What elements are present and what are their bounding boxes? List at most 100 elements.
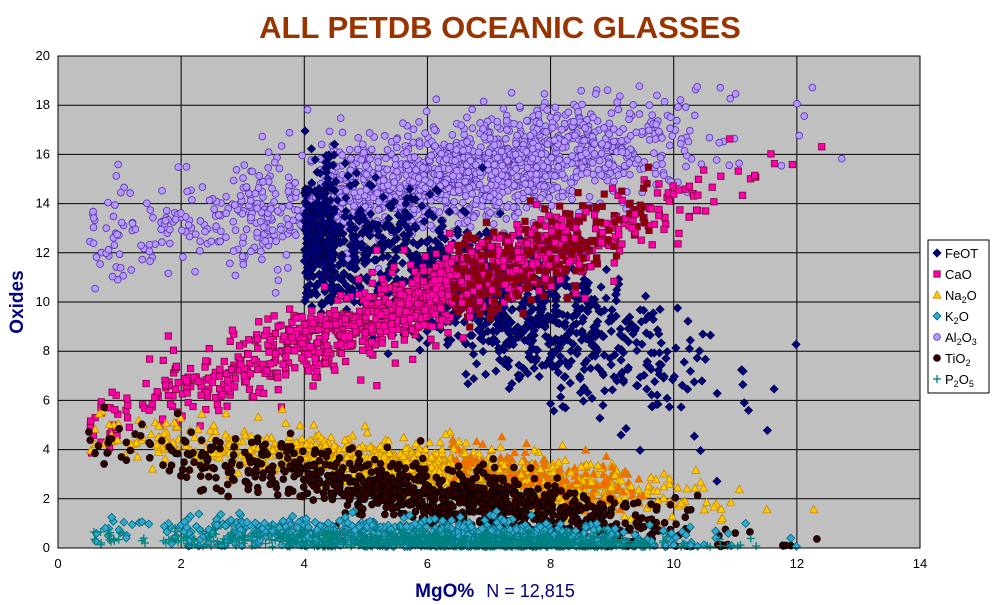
data-point bbox=[578, 202, 587, 210]
data-point bbox=[504, 244, 512, 253]
data-point bbox=[270, 312, 278, 320]
data-point bbox=[145, 240, 154, 249]
data-point bbox=[354, 134, 363, 142]
data-point bbox=[751, 171, 759, 179]
data-point bbox=[674, 240, 682, 248]
data-point bbox=[104, 246, 113, 254]
data-point bbox=[391, 340, 399, 349]
data-point bbox=[454, 308, 462, 316]
data-point bbox=[337, 349, 346, 357]
data-point bbox=[674, 103, 682, 111]
data-point bbox=[368, 279, 376, 287]
data-point bbox=[512, 139, 520, 148]
data-point bbox=[577, 237, 585, 246]
data-point bbox=[583, 169, 591, 177]
data-point bbox=[260, 223, 268, 231]
data-point bbox=[352, 328, 360, 336]
data-point bbox=[298, 313, 306, 321]
data-point bbox=[385, 299, 393, 307]
data-point bbox=[734, 167, 742, 175]
data-point bbox=[540, 90, 549, 98]
data-point bbox=[254, 344, 262, 352]
data-point bbox=[421, 184, 429, 192]
data-point bbox=[478, 202, 486, 210]
data-point bbox=[523, 164, 532, 172]
data-point bbox=[502, 135, 510, 143]
data-point bbox=[246, 196, 255, 205]
data-point bbox=[266, 335, 274, 344]
data-point bbox=[402, 148, 411, 156]
data-point bbox=[590, 139, 599, 148]
data-point bbox=[610, 242, 618, 250]
data-point bbox=[298, 151, 306, 160]
data-point bbox=[565, 259, 573, 267]
data-point bbox=[653, 91, 661, 100]
data-point bbox=[510, 119, 518, 128]
data-point bbox=[274, 374, 282, 382]
data-point bbox=[432, 285, 440, 293]
data-point bbox=[205, 196, 214, 205]
data-point bbox=[217, 227, 225, 236]
data-point bbox=[125, 423, 133, 431]
data-point bbox=[550, 136, 559, 145]
data-point bbox=[534, 110, 543, 119]
data-point bbox=[666, 113, 675, 122]
data-point bbox=[637, 236, 645, 244]
data-point bbox=[488, 286, 496, 294]
data-point bbox=[575, 244, 583, 252]
data-point bbox=[603, 86, 612, 94]
data-point bbox=[345, 145, 354, 154]
data-point bbox=[314, 325, 322, 334]
data-point bbox=[626, 170, 634, 179]
data-point bbox=[96, 260, 104, 268]
data-point bbox=[374, 299, 382, 307]
data-point bbox=[409, 138, 417, 147]
data-point bbox=[277, 142, 286, 150]
data-point bbox=[499, 104, 508, 113]
data-point bbox=[337, 340, 345, 349]
data-point bbox=[521, 217, 529, 225]
data-point bbox=[494, 303, 502, 311]
data-point bbox=[445, 229, 454, 238]
data-point bbox=[231, 375, 240, 383]
data-point bbox=[466, 223, 475, 231]
data-point bbox=[514, 247, 522, 256]
data-point bbox=[595, 156, 604, 165]
data-point bbox=[272, 350, 280, 358]
data-point bbox=[521, 225, 530, 234]
data-point bbox=[166, 239, 174, 248]
data-point bbox=[228, 326, 236, 334]
data-point bbox=[539, 246, 547, 254]
data-point bbox=[454, 241, 462, 249]
data-point bbox=[457, 278, 465, 286]
data-point bbox=[254, 335, 262, 343]
data-point bbox=[164, 269, 173, 278]
data-point bbox=[548, 123, 557, 132]
data-point bbox=[593, 254, 601, 262]
data-point bbox=[117, 188, 125, 197]
data-point bbox=[515, 254, 523, 263]
data-point bbox=[615, 128, 624, 137]
data-point bbox=[495, 198, 504, 207]
data-point bbox=[380, 322, 388, 330]
data-point bbox=[548, 217, 556, 226]
data-point bbox=[644, 163, 653, 171]
data-point bbox=[427, 151, 435, 160]
data-point bbox=[436, 321, 445, 330]
data-point bbox=[374, 206, 383, 214]
data-point bbox=[617, 137, 626, 145]
data-point bbox=[431, 142, 439, 150]
data-point bbox=[597, 149, 606, 158]
data-point bbox=[451, 294, 459, 302]
data-point bbox=[285, 128, 294, 137]
data-point bbox=[557, 125, 566, 134]
data-point bbox=[336, 291, 345, 299]
data-point bbox=[182, 163, 191, 171]
data-point bbox=[462, 192, 470, 200]
data-point bbox=[715, 138, 724, 147]
data-point bbox=[540, 182, 548, 191]
data-point bbox=[463, 138, 471, 146]
data-point bbox=[589, 113, 597, 122]
data-point bbox=[519, 309, 527, 318]
data-point bbox=[558, 170, 567, 179]
